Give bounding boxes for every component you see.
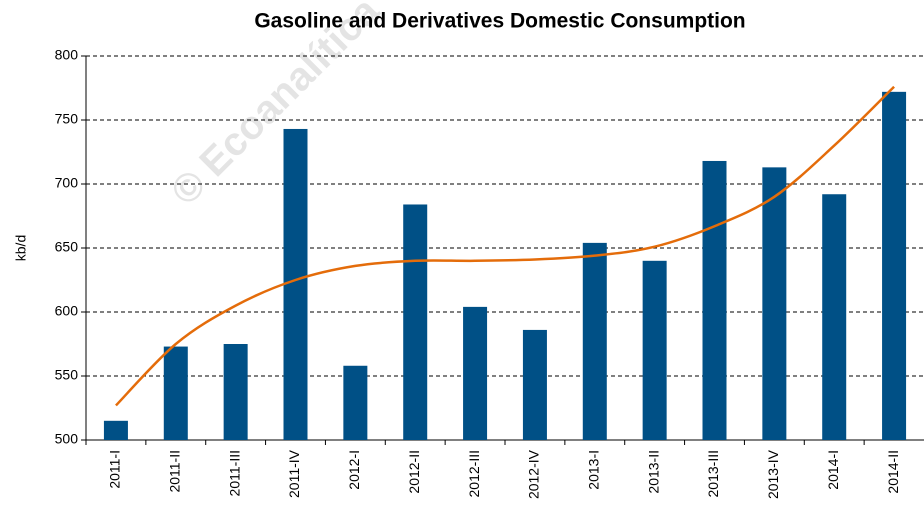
- y-tick-label: 700: [55, 175, 79, 191]
- chart-title: Gasoline and Derivatives Domestic Consum…: [254, 10, 745, 33]
- bar: [283, 128, 308, 440]
- x-tick-label: 2014-II: [885, 450, 901, 494]
- y-tick-label: 650: [55, 239, 79, 255]
- x-tick-label: 2012-I: [346, 450, 362, 490]
- x-tick-label: 2012-III: [466, 450, 482, 497]
- y-tick-label: 600: [55, 303, 79, 319]
- bar: [822, 194, 847, 440]
- bar: [642, 260, 667, 440]
- x-tick-label: 2013-I: [585, 450, 601, 490]
- bar: [343, 365, 368, 440]
- bar: [702, 160, 727, 440]
- bar: [882, 91, 907, 440]
- x-tick-label: 2013-II: [645, 450, 661, 494]
- bar: [522, 329, 547, 440]
- x-tick-label: 2013-IV: [765, 449, 781, 499]
- x-tick-label: 2011-III: [226, 450, 242, 496]
- bar: [403, 204, 428, 440]
- x-tick-label: 2012-IV: [526, 449, 542, 499]
- y-tick-label: 550: [55, 367, 79, 383]
- y-tick-label: 500: [55, 431, 79, 447]
- y-tick-label: 750: [55, 111, 79, 127]
- bar: [103, 420, 128, 440]
- y-tick-label: 800: [55, 47, 79, 63]
- x-tick-label: 2011-IV: [286, 449, 302, 498]
- bar: [163, 346, 188, 440]
- bar: [463, 306, 488, 440]
- x-tick-label: 2011-II: [166, 450, 182, 493]
- trend-line: [115, 85, 895, 407]
- x-tick-label: 2011-I: [107, 450, 123, 489]
- x-tick-label: 2014-I: [825, 450, 841, 490]
- x-tick-label: 2012-II: [406, 450, 422, 494]
- x-tick-label: 2013-III: [705, 450, 721, 497]
- bar: [223, 344, 248, 440]
- bar: [582, 242, 607, 440]
- bar: [762, 167, 787, 441]
- y-axis-label: kb/d: [13, 235, 29, 261]
